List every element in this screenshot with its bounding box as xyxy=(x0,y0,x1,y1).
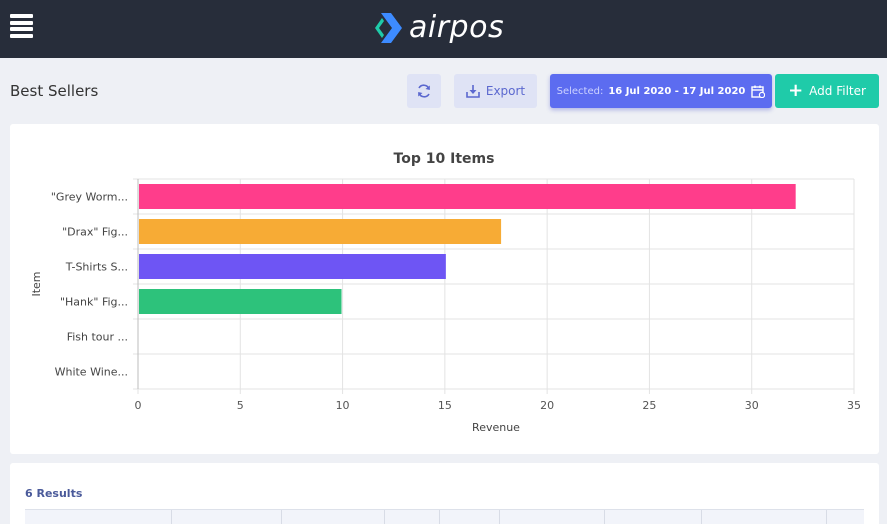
results-card: 6 Results xyxy=(10,463,879,524)
page-title: Best Sellers xyxy=(10,82,99,100)
results-table-header xyxy=(25,509,864,524)
date-range-selector[interactable]: Selected: 16 Jul 2020 - 17 Jul 2020 xyxy=(550,74,772,108)
y-tick-label: "Hank" Fig... xyxy=(60,296,128,309)
export-label: Export xyxy=(485,84,526,98)
export-button[interactable]: Export xyxy=(454,74,537,108)
table-header-cell[interactable] xyxy=(282,510,385,524)
x-axis-label: Revenue xyxy=(472,421,520,434)
date-range-value: 16 Jul 2020 - 17 Jul 2020 xyxy=(608,85,746,97)
refresh-icon xyxy=(418,84,430,98)
y-tick-label: "Drax" Fig... xyxy=(62,226,128,239)
x-tick-label: 25 xyxy=(642,399,656,412)
top-items-chart: 0 5 10 15 20 25 30 35 "Grey Worm... "Drax" Fig...… xyxy=(30,151,861,434)
x-tick-label: 0 xyxy=(135,399,142,412)
refresh-button[interactable] xyxy=(407,74,441,108)
top-bar: airpos xyxy=(0,0,887,58)
calendar-icon xyxy=(751,85,766,98)
x-tick-label: 5 xyxy=(237,399,244,412)
add-filter-button[interactable]: + Add Filter xyxy=(775,74,879,108)
plus-icon: + xyxy=(788,80,804,101)
table-header-cell[interactable] xyxy=(500,510,605,524)
table-header-cell[interactable] xyxy=(605,510,702,524)
table-header-cell[interactable] xyxy=(702,510,827,524)
results-count: 6 Results xyxy=(25,487,83,500)
table-header-cell[interactable] xyxy=(172,510,282,524)
menu-icon[interactable] xyxy=(10,14,33,38)
bar xyxy=(139,184,796,209)
bar xyxy=(139,289,342,314)
x-tick-label: 30 xyxy=(745,399,759,412)
y-tick-label: Fish tour ... xyxy=(67,331,128,344)
bar xyxy=(139,254,446,279)
add-filter-label: Add Filter xyxy=(809,84,866,98)
chart-title: Top 10 Items xyxy=(394,151,495,167)
x-tick-label: 20 xyxy=(540,399,554,412)
app-logo[interactable]: airpos xyxy=(369,10,504,46)
download-tray-icon xyxy=(466,85,480,98)
bar xyxy=(139,219,502,244)
y-tick-label: "Grey Worm... xyxy=(51,191,128,204)
y-tick-label: T-Shirts S... xyxy=(65,261,128,274)
y-tick-label: White Wine... xyxy=(55,366,128,379)
chart-card: 0 5 10 15 20 25 30 35 "Grey Worm... "Drax" Fig...… xyxy=(10,124,879,454)
logo-text: airpos xyxy=(409,10,505,45)
y-axis-label: Item xyxy=(30,271,43,296)
table-header-cell[interactable] xyxy=(385,510,440,524)
table-header-cell[interactable] xyxy=(440,510,500,524)
table-header-cell[interactable] xyxy=(827,510,864,524)
table-header-cell[interactable] xyxy=(25,510,172,524)
x-tick-label: 15 xyxy=(438,399,452,412)
x-tick-label: 10 xyxy=(336,399,350,412)
airpos-logo-mark-icon xyxy=(375,13,402,43)
date-range-prefix: Selected: xyxy=(556,85,604,97)
x-tick-label: 35 xyxy=(847,399,861,412)
